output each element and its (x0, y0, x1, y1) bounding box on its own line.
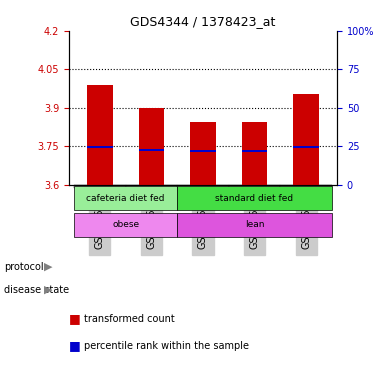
FancyBboxPatch shape (177, 186, 332, 210)
FancyBboxPatch shape (177, 185, 229, 188)
FancyBboxPatch shape (126, 185, 177, 188)
Text: cafeteria diet fed: cafeteria diet fed (87, 194, 165, 203)
Text: transformed count: transformed count (84, 314, 175, 324)
Text: percentile rank within the sample: percentile rank within the sample (84, 341, 249, 351)
FancyBboxPatch shape (74, 185, 126, 188)
Bar (87, 146, 113, 148)
Bar (293, 94, 319, 185)
Bar (293, 146, 319, 148)
FancyBboxPatch shape (280, 185, 332, 188)
Text: protocol: protocol (4, 262, 43, 272)
FancyBboxPatch shape (229, 185, 280, 188)
Bar (190, 150, 216, 152)
Text: lean: lean (245, 220, 264, 229)
Text: obese: obese (112, 220, 139, 229)
FancyBboxPatch shape (74, 186, 177, 210)
Text: ▶: ▶ (44, 262, 52, 272)
Bar (139, 149, 164, 151)
Text: ■: ■ (69, 312, 81, 325)
Text: ▶: ▶ (44, 285, 52, 295)
FancyBboxPatch shape (177, 213, 332, 237)
Title: GDS4344 / 1378423_at: GDS4344 / 1378423_at (130, 15, 276, 28)
Text: ■: ■ (69, 339, 81, 352)
Text: disease state: disease state (4, 285, 69, 295)
Text: standard diet fed: standard diet fed (216, 194, 294, 203)
Bar (139, 108, 164, 185)
Bar (242, 150, 267, 152)
FancyBboxPatch shape (74, 213, 177, 237)
Bar (190, 122, 216, 185)
Bar (87, 85, 113, 185)
Bar (242, 122, 267, 185)
